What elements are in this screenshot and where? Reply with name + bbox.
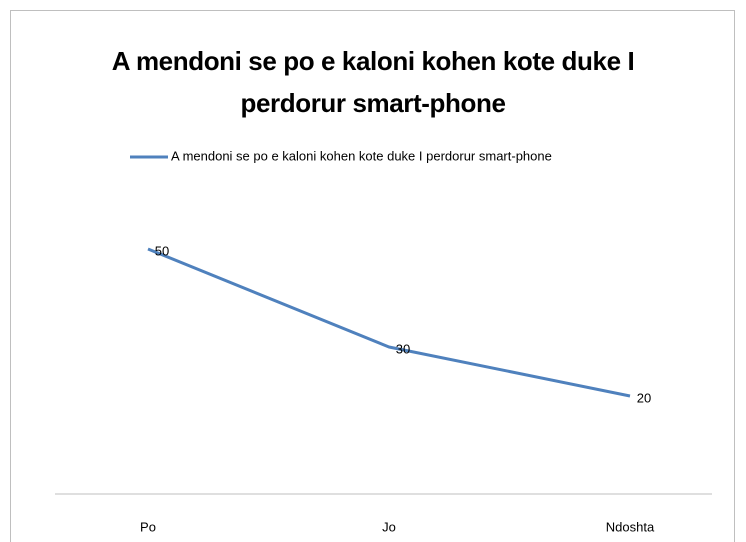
x-tick-label: Jo <box>382 519 396 534</box>
data-label: 20 <box>637 390 651 405</box>
chart-title: A mendoni se po e kaloni kohen kote duke… <box>111 46 635 118</box>
x-tick-label: Po <box>140 519 156 534</box>
legend-label: A mendoni se po e kaloni kohen kote duke… <box>171 148 552 163</box>
data-label: 50 <box>155 243 169 258</box>
chart-frame <box>10 10 735 542</box>
data-label: 30 <box>396 341 410 356</box>
series-line <box>147 247 631 398</box>
x-tick-label: Ndoshta <box>606 519 655 534</box>
